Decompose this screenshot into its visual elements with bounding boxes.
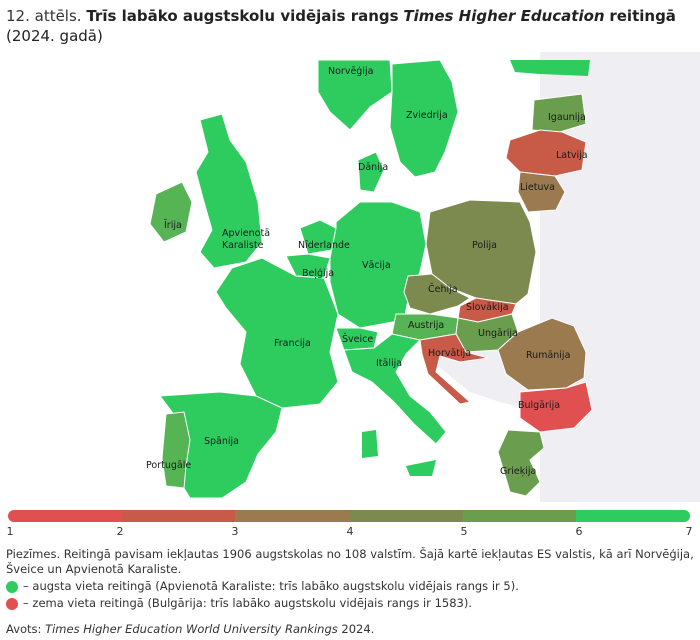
title-bold: Trīs labāko augstskolu vidējais rangs xyxy=(86,7,399,25)
scale-segment-6 xyxy=(576,510,690,522)
country-romania[interactable] xyxy=(497,317,587,391)
country-greece[interactable] xyxy=(497,429,545,497)
green-dot-icon xyxy=(6,580,18,593)
label-belgium: Beļģija xyxy=(302,268,334,279)
map-svg: Norvēģija Zviedrija Dānija Igaunija Latv… xyxy=(146,52,700,502)
color-scale xyxy=(8,510,690,522)
label-romania: Rumānija xyxy=(526,350,570,361)
country-portugal[interactable] xyxy=(161,411,191,489)
scale-segment-3 xyxy=(235,510,350,522)
notes-text: Piezīmes. Reitingā pavisam iekļautas 190… xyxy=(6,547,694,576)
country-france[interactable] xyxy=(215,257,339,409)
label-spain: Spānija xyxy=(204,436,239,447)
source: Avots: Times Higher Education World Univ… xyxy=(6,622,374,636)
red-dot-icon xyxy=(6,597,18,610)
label-croatia: Horvātija xyxy=(428,348,471,359)
country-germany[interactable] xyxy=(329,201,427,329)
label-germany: Vācija xyxy=(362,260,391,271)
country-italy[interactable] xyxy=(343,333,447,445)
country-lithuania[interactable] xyxy=(517,171,566,213)
country-poland[interactable] xyxy=(425,199,537,305)
label-switzerland: Šveice xyxy=(342,333,373,345)
country-sweden[interactable] xyxy=(389,59,459,178)
label-uk-line2: Karaliste xyxy=(222,240,264,251)
scale-tick: 7 xyxy=(685,525,693,538)
country-czechia[interactable] xyxy=(403,273,471,315)
country-bulgaria[interactable] xyxy=(519,381,593,433)
label-latvia: Latvija xyxy=(556,150,588,161)
source-prefix: Avots: xyxy=(6,622,42,636)
label-denmark: Dānija xyxy=(358,162,388,173)
label-lithuania: Lietuva xyxy=(520,182,555,193)
title-year: (2024. gadā) xyxy=(6,27,103,45)
label-estonia: Igaunija xyxy=(548,112,586,123)
label-greece: Grieķija xyxy=(500,466,536,477)
scale-tick: 6 xyxy=(575,525,583,538)
label-austria: Austrija xyxy=(408,320,444,331)
scale-tick: 2 xyxy=(116,525,124,538)
label-netherlands: Nīderlande xyxy=(298,240,350,251)
scale-ticks: 1 2 3 4 5 6 7 xyxy=(0,525,700,539)
label-ireland: Īrija xyxy=(164,220,182,231)
country-estonia[interactable] xyxy=(531,93,587,133)
scale-tick: 4 xyxy=(346,525,354,538)
label-sweden: Zviedrija xyxy=(406,110,448,121)
figure-title: 12. attēls. Trīs labāko augstskolu vidēj… xyxy=(6,6,694,46)
turkey-area xyxy=(560,382,700,502)
country-ireland[interactable] xyxy=(149,181,193,243)
label-portugal: Portugāle xyxy=(146,460,191,471)
title-bold-2: reitingā xyxy=(609,7,676,25)
label-hungary: Ungārija xyxy=(478,328,518,339)
label-norway: Norvēģija xyxy=(328,66,373,77)
country-latvia[interactable] xyxy=(505,129,587,177)
label-uk-line1: Apvienotā xyxy=(222,228,270,239)
label-italy: Itālija xyxy=(376,358,402,369)
scale-tick: 1 xyxy=(6,525,14,538)
source-title: Times Higher Education World University … xyxy=(45,622,338,636)
label-france: Francija xyxy=(274,338,311,349)
label-bulgaria: Bulgārija xyxy=(518,400,560,411)
figure-number: 12. attēls. xyxy=(6,7,82,25)
legend-high-text: – augsta vieta reitingā (Apvienotā Karal… xyxy=(23,579,519,593)
title-italic: Times Higher Education xyxy=(403,7,605,25)
country-norway-north[interactable] xyxy=(510,60,590,76)
notes: Piezīmes. Reitingā pavisam iekļautas 190… xyxy=(6,547,696,611)
source-year: 2024. xyxy=(341,622,375,636)
scale-segment-5 xyxy=(462,510,577,522)
country-norway[interactable] xyxy=(317,59,393,131)
country-sicily[interactable] xyxy=(406,460,436,476)
country-denmark[interactable] xyxy=(357,151,385,193)
label-poland: Polija xyxy=(472,240,497,251)
scale-tick: 5 xyxy=(460,525,468,538)
scale-tick: 3 xyxy=(231,525,239,538)
label-czechia: Čehija xyxy=(428,283,458,295)
legend-low-text: – zema vieta reitingā (Bulgārija: trīs l… xyxy=(23,596,472,610)
legend-low: – zema vieta reitingā (Bulgārija: trīs l… xyxy=(6,596,696,611)
country-switzerland[interactable] xyxy=(335,327,379,351)
europe-map: Norvēģija Zviedrija Dānija Igaunija Latv… xyxy=(0,52,700,502)
country-uk[interactable] xyxy=(195,113,263,269)
scale-segment-2 xyxy=(121,510,236,522)
legend-high: – augsta vieta reitingā (Apvienotā Karal… xyxy=(6,579,696,594)
country-belgium[interactable] xyxy=(285,253,331,279)
country-croatia[interactable] xyxy=(419,333,489,405)
scale-segment-1 xyxy=(8,510,122,522)
scale-segment-4 xyxy=(349,510,463,522)
label-slovakia: Slovākija xyxy=(466,302,509,313)
country-sardinia[interactable] xyxy=(362,430,378,458)
